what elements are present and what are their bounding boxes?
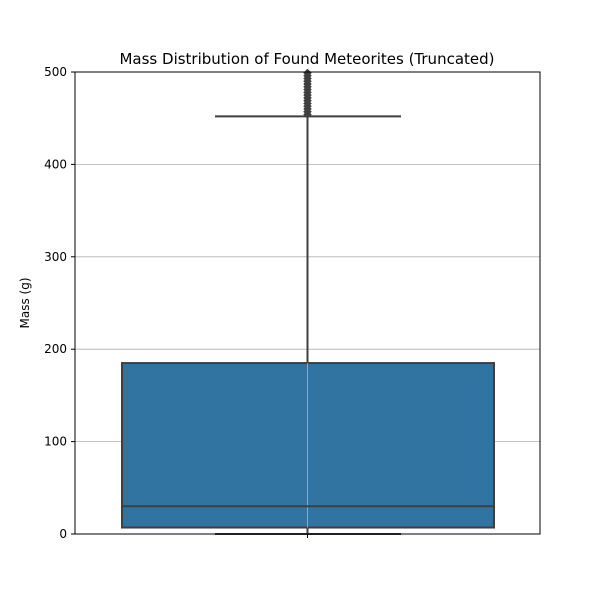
y-tick-label: 500	[44, 65, 67, 79]
y-tick-label: 100	[44, 435, 67, 449]
y-tick-label: 200	[44, 342, 67, 356]
y-tick-label: 400	[44, 157, 67, 171]
chart-title: Mass Distribution of Found Meteorites (T…	[119, 50, 494, 68]
y-axis-label: Mass (g)	[18, 277, 32, 328]
y-axis-ticks: 0 100 200 300 400 500	[44, 65, 308, 541]
y-tick-label: 0	[59, 527, 67, 541]
box-body	[121, 362, 495, 529]
y-tick-label: 300	[44, 250, 67, 264]
plot-area	[121, 68, 495, 535]
